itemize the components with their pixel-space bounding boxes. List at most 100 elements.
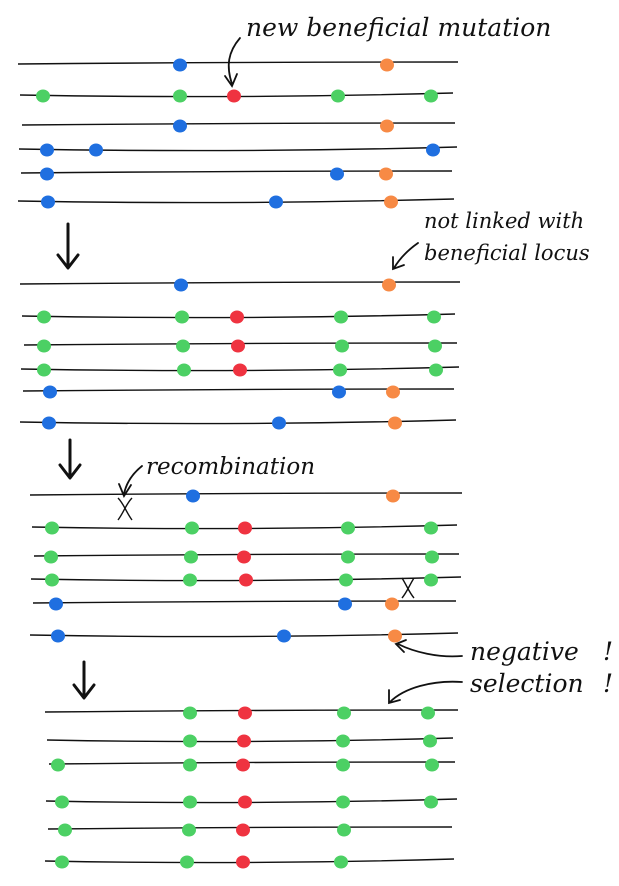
chromosome-line [19, 281, 461, 285]
green-allele-dot [424, 521, 438, 535]
blue-allele-dot [332, 385, 346, 399]
blue-allele-dot [338, 597, 352, 611]
blue-allele-dot [269, 195, 283, 209]
blue-allele-dot [174, 278, 188, 292]
blue-allele-dot [40, 143, 54, 157]
chromosome-line [48, 761, 456, 765]
annotation-recombination: recombination [146, 454, 315, 480]
green-allele-dot [341, 521, 355, 535]
annotation-negative-line1: negative [470, 637, 579, 666]
red-allele-dot [238, 795, 252, 809]
orange-allele-dot [384, 195, 398, 209]
orange-allele-dot [386, 385, 400, 399]
chromosome-line [29, 492, 463, 496]
green-allele-dot [58, 823, 72, 837]
green-allele-dot [183, 573, 197, 587]
green-allele-dot [425, 550, 439, 564]
curved-arrow-icon [224, 37, 241, 88]
green-allele-dot [421, 706, 435, 720]
orange-allele-dot [388, 416, 402, 430]
chromosome-line [44, 709, 459, 713]
green-allele-dot [429, 363, 443, 377]
green-allele-dot [335, 339, 349, 353]
green-allele-dot [424, 573, 438, 587]
green-allele-dot [182, 823, 196, 837]
chromosome-line [18, 146, 458, 152]
chromosome-line [17, 61, 459, 65]
red-allele-dot [237, 550, 251, 564]
green-allele-dot [183, 734, 197, 748]
green-allele-dot [185, 521, 199, 535]
green-allele-dot [37, 339, 51, 353]
green-allele-dot [45, 573, 59, 587]
blue-allele-dot [42, 416, 56, 430]
green-allele-dot [337, 706, 351, 720]
orange-allele-dot [380, 58, 394, 72]
green-allele-dot [333, 363, 347, 377]
blue-allele-dot [173, 119, 187, 133]
green-allele-dot [184, 550, 198, 564]
annotation-not-linked-line2: beneficial locus [424, 241, 590, 265]
green-allele-dot [183, 758, 197, 772]
annotation-negative-line2: selection [470, 669, 584, 698]
green-allele-dot [424, 89, 438, 103]
green-allele-dot [334, 310, 348, 324]
green-allele-dot [423, 734, 437, 748]
red-allele-dot [233, 363, 247, 377]
chromosome-line [32, 600, 457, 604]
green-allele-dot [183, 706, 197, 720]
red-allele-dot [238, 706, 252, 720]
green-allele-dot [425, 758, 439, 772]
orange-allele-dot [386, 489, 400, 503]
curved-arrow-icon [392, 242, 419, 271]
red-allele-dot [227, 89, 241, 103]
green-allele-dot [336, 795, 350, 809]
red-allele-dot [236, 823, 250, 837]
blue-allele-dot [426, 143, 440, 157]
crossover-icon [117, 497, 133, 521]
green-allele-dot [45, 521, 59, 535]
blue-allele-dot [173, 58, 187, 72]
green-allele-dot [177, 363, 191, 377]
green-allele-dot [428, 339, 442, 353]
green-allele-dot [36, 89, 50, 103]
chromosome-line [21, 122, 456, 126]
curved-arrow-icon [388, 680, 463, 705]
green-allele-dot [173, 89, 187, 103]
red-allele-dot [237, 734, 251, 748]
green-allele-dot [176, 339, 190, 353]
chromosome-line [20, 170, 453, 174]
chromosome-line [47, 826, 453, 830]
blue-allele-dot [40, 167, 54, 181]
green-allele-dot [331, 89, 345, 103]
red-allele-dot [231, 339, 245, 353]
annotation-new-mutation: new beneficial mutation [246, 13, 551, 42]
green-allele-dot [180, 855, 194, 869]
crossover-icon [401, 577, 415, 599]
green-allele-dot [183, 795, 197, 809]
green-allele-dot [337, 823, 351, 837]
down-arrow-icon [72, 660, 96, 700]
red-allele-dot [239, 573, 253, 587]
orange-allele-dot [382, 278, 396, 292]
blue-allele-dot [186, 489, 200, 503]
red-allele-dot [236, 855, 250, 869]
green-allele-dot [37, 310, 51, 324]
blue-allele-dot [277, 629, 291, 643]
green-allele-dot [336, 734, 350, 748]
green-allele-dot [339, 573, 353, 587]
red-allele-dot [230, 310, 244, 324]
orange-allele-dot [380, 119, 394, 133]
blue-allele-dot [89, 143, 103, 157]
orange-allele-dot [388, 629, 402, 643]
allele-dots [36, 58, 443, 869]
green-allele-dot [336, 758, 350, 772]
orange-allele-dot [385, 597, 399, 611]
green-allele-dot [51, 758, 65, 772]
blue-allele-dot [51, 629, 65, 643]
down-arrow-icon [58, 438, 82, 480]
exclamation-mark: ! [603, 669, 613, 698]
red-allele-dot [238, 521, 252, 535]
green-allele-dot [175, 310, 189, 324]
